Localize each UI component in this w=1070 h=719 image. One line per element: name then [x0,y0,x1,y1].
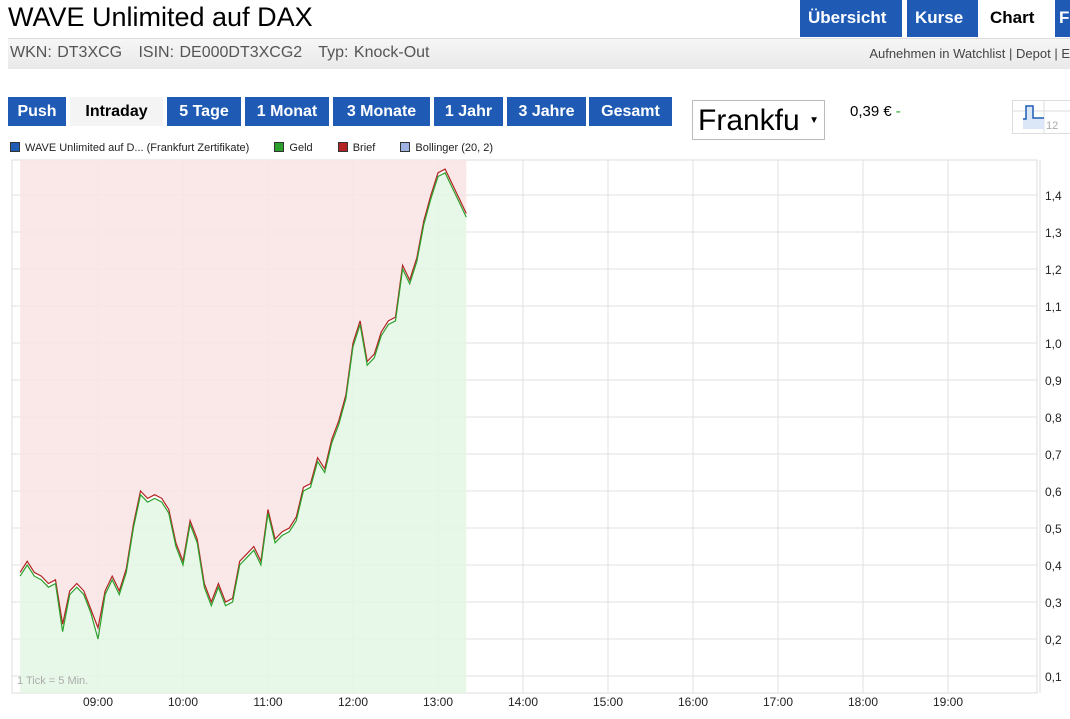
y-tick-label: 0,7 [1045,448,1062,462]
exchange-select[interactable]: Frankfu ▼ [692,100,825,140]
y-tick-label: 0,3 [1045,596,1062,610]
thumbnail-label: 12 [1046,120,1058,132]
period-1-monat[interactable]: 1 Monat [245,97,329,126]
legend-label: Geld [289,142,313,154]
y-tick-label: 1,3 [1045,226,1062,240]
legend-item-brief[interactable]: Brief [337,142,376,154]
more-link[interactable]: E [1061,46,1070,61]
legend-item-series[interactable]: WAVE Unlimited auf D... (Frankfurt Zerti… [10,142,249,154]
period-push[interactable]: Push [8,97,66,126]
x-tick-label: 13:00 [423,695,453,709]
period-1-jahr[interactable]: 1 Jahr [434,97,503,126]
y-tick-label: 1,1 [1045,300,1062,314]
legend-label: Brief [352,142,376,154]
period-5-tage[interactable]: 5 Tage [167,97,241,126]
legend-label: WAVE Unlimited auf D... (Frankfurt Zerti… [25,142,250,154]
y-tick-label: 0,8 [1045,411,1062,425]
period-intraday[interactable]: Intraday [70,97,163,126]
x-tick-label: 09:00 [83,695,113,709]
legend-item-geld[interactable]: Geld [274,142,313,154]
geld-line [19,171,467,640]
price-value: 0,39 € [850,103,892,120]
subheader-links: Aufnehmen in Watchlist | Depot | E [869,46,1070,61]
y-tick-label: 0,5 [1045,522,1062,536]
tick-note: 1 Tick = 5 Min. [17,675,88,687]
y-tick-label: 1,2 [1045,263,1062,277]
x-tick-label: 17:00 [763,695,793,709]
brief-area [20,160,467,628]
legend-label: Bollinger (20, 2) [415,142,494,154]
y-tick-label: 1,0 [1045,337,1062,351]
x-tick-label: 15:00 [593,695,623,709]
period-gesamt[interactable]: Gesamt [589,97,672,126]
period-3-jahre[interactable]: 3 Jahre [507,97,586,126]
x-tick-label: 16:00 [678,695,708,709]
legend-swatch [10,142,20,152]
x-tick-label: 18:00 [848,695,878,709]
brief-line [19,168,467,631]
security-info: WKN: DT3XCG ISIN: DE000DT3XCG2 Typ: Knoc… [10,44,430,61]
legend-swatch [337,142,348,152]
y-tick-label: 0,2 [1045,633,1062,647]
legend-swatch [400,142,411,152]
period-3-monate[interactable]: 3 Monate [333,97,430,126]
quote: 0,39 € - [850,103,901,120]
legend-item-bollinger[interactable]: Bollinger (20, 2) [400,142,493,154]
watchlist-link[interactable]: Aufnehmen in Watchlist [869,46,1006,61]
dropdown-arrow-icon: ▼ [809,115,819,126]
tab-chart[interactable]: Chart [982,0,1050,37]
exchange-value: Frankfu [698,104,800,137]
chart-thumbnail[interactable]: 12 [1012,100,1070,134]
x-tick-label: 14:00 [508,695,538,709]
x-tick-label: 11:00 [253,695,282,709]
y-tick-label: 0,6 [1045,485,1062,499]
tab-uebersicht[interactable]: Übersicht [800,0,902,37]
tab-kurse[interactable]: Kurse [907,0,978,37]
page-title: WAVE Unlimited auf DAX [8,2,313,32]
legend-swatch [274,142,285,152]
x-tick-label: 10:00 [168,695,198,709]
y-tick-label: 1,4 [1045,189,1062,203]
x-tick-label: 19:00 [933,695,963,709]
thumbnail-chart-icon: 12 [1013,101,1070,133]
subheader: WKN: DT3XCG ISIN: DE000DT3XCG2 Typ: Knoc… [8,38,1070,69]
y-tick-label: 0,9 [1045,374,1062,388]
depot-link[interactable]: Depot [1016,46,1051,61]
tab-more[interactable]: F [1055,0,1070,37]
chart-legend: WAVE Unlimited auf D... (Frankfurt Zerti… [10,142,515,154]
x-tick-label: 12:00 [338,695,368,709]
y-tick-label: 0,4 [1045,559,1062,573]
intraday-chart[interactable]: 1,4 1,3 1,2 1,1 1,0 0,9 0,8 0,7 0,6 0,5 0,4 0,3 0,2 0… [0,157,1070,719]
price-change: - [895,103,901,120]
y-tick-label: 0,1 [1045,670,1062,684]
geld-area [20,172,467,694]
